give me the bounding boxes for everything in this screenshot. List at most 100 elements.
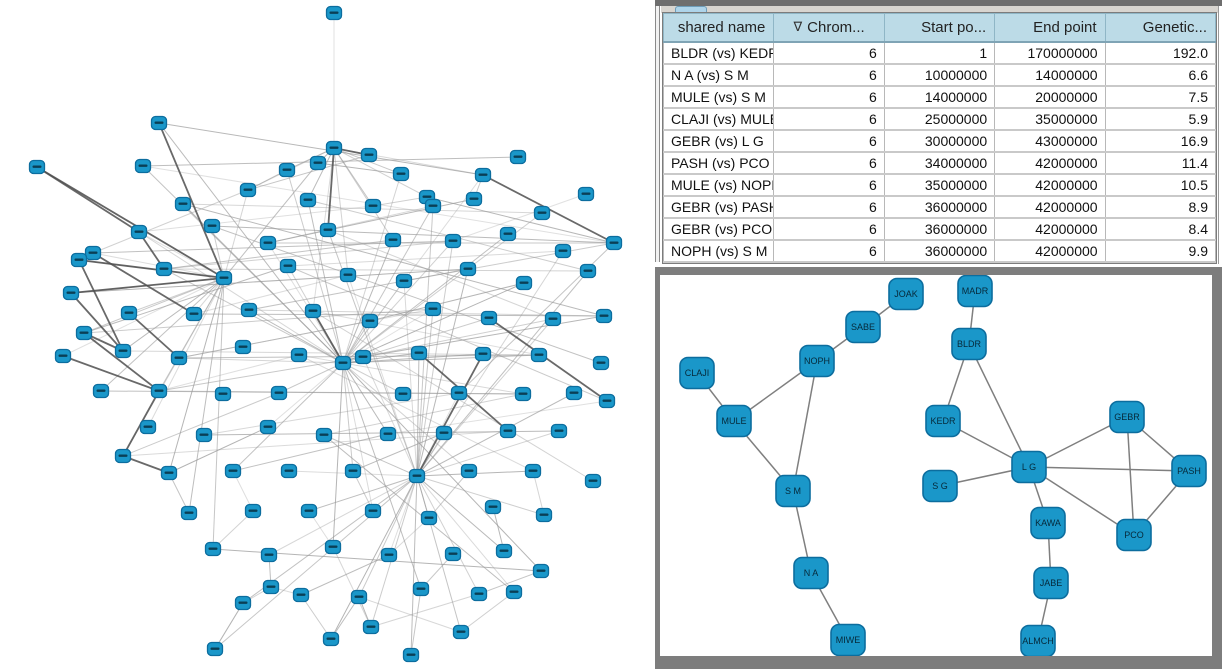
network-edge[interactable] [372, 196, 428, 207]
subnetwork-canvas[interactable]: JOAK SABE NOPH CLAJI MULE S M N A MIWE MADR BLDR K… [660, 275, 1212, 656]
network-edge[interactable] [163, 240, 454, 270]
network-node[interactable] [180, 505, 198, 521]
network-node[interactable] [495, 543, 513, 559]
network-node[interactable] [360, 147, 378, 163]
network-node[interactable] [350, 589, 368, 605]
network-node[interactable] [444, 233, 462, 249]
network-edge[interactable] [332, 362, 344, 548]
network-node[interactable] [408, 468, 426, 484]
network-edge[interactable] [403, 280, 418, 477]
network-edge[interactable] [488, 317, 608, 402]
network-node[interactable] [435, 425, 453, 441]
network-node[interactable] [334, 355, 352, 371]
network-edge[interactable] [342, 174, 484, 364]
network-edge[interactable] [83, 332, 160, 392]
network-node[interactable] [155, 261, 173, 277]
network-edge[interactable] [416, 353, 484, 477]
network-edge[interactable] [333, 147, 394, 241]
subnetwork-edge-l-g-pco[interactable] [1028, 466, 1135, 536]
network-node[interactable] [325, 140, 343, 156]
network-edge[interactable] [342, 239, 394, 364]
network-edge[interactable] [211, 225, 225, 279]
network-edge[interactable] [327, 147, 335, 231]
cell-value[interactable]: 6.6 [1105, 64, 1217, 87]
network-edge[interactable] [78, 259, 225, 279]
network-node[interactable] [392, 166, 410, 182]
cell-shared-name[interactable]: PASH (vs) PCO [662, 152, 775, 175]
network-node[interactable] [170, 350, 188, 366]
network-node[interactable] [270, 385, 288, 401]
network-node[interactable] [344, 463, 362, 479]
network-edge[interactable] [122, 350, 540, 356]
cell-value[interactable]: 42000000 [994, 174, 1106, 197]
network-edge[interactable] [342, 362, 389, 435]
cell-value[interactable]: 7.5 [1105, 86, 1217, 109]
network-node[interactable] [92, 383, 110, 399]
network-node[interactable] [224, 463, 242, 479]
network-node[interactable] [362, 619, 380, 635]
network-edge[interactable] [307, 147, 335, 201]
subnetwork-svg[interactable]: JOAK SABE NOPH CLAJI MULE S M N A MIWE MADR BLDR K… [660, 275, 1212, 656]
network-edge[interactable] [342, 362, 354, 472]
network-edge[interactable] [460, 591, 515, 633]
network-edge[interactable] [158, 122, 484, 176]
network-node[interactable] [299, 192, 317, 208]
network-node[interactable] [292, 587, 310, 603]
cell-value[interactable]: 42000000 [994, 240, 1106, 263]
network-edge[interactable] [362, 315, 605, 358]
cell-value[interactable]: 6 [773, 240, 885, 263]
subnetwork-node-s-m[interactable]: S M [775, 474, 811, 508]
network-node[interactable] [234, 595, 252, 611]
table-row[interactable]: CLAJI (vs) MULE 6 25000000 35000000 5.9 [662, 108, 1217, 131]
network-edge[interactable] [70, 292, 124, 352]
network-node[interactable] [460, 463, 478, 479]
network-edge[interactable] [300, 594, 332, 640]
cell-value[interactable]: 6 [773, 174, 885, 197]
cell-value[interactable]: 14000000 [994, 64, 1106, 87]
network-node[interactable] [459, 261, 477, 277]
cell-value[interactable]: 36000000 [884, 196, 996, 219]
subnetwork-node-bldr[interactable]: BLDR [951, 327, 987, 361]
network-node[interactable] [394, 386, 412, 402]
cell-value[interactable]: 10.5 [1105, 174, 1217, 197]
cell-value[interactable]: 6 [773, 196, 885, 219]
network-edge[interactable] [416, 205, 434, 477]
network-edge[interactable] [182, 203, 543, 214]
network-edge[interactable] [342, 362, 542, 572]
subnetwork-edge-noph-s-m[interactable] [792, 360, 818, 492]
cell-value[interactable]: 170000000 [994, 42, 1106, 65]
network-node[interactable] [499, 423, 517, 439]
cell-value[interactable]: 42000000 [994, 196, 1106, 219]
network-edge[interactable] [312, 310, 344, 364]
network-edge[interactable] [158, 354, 300, 392]
network-node[interactable] [259, 419, 277, 435]
panel-splitter[interactable] [655, 6, 660, 262]
network-node[interactable] [150, 383, 168, 399]
network-edge[interactable] [211, 225, 602, 364]
network-edge[interactable] [332, 546, 372, 628]
subnetwork-node-mule[interactable]: MULE [716, 404, 752, 438]
network-edge[interactable] [287, 250, 564, 267]
network-edge[interactable] [426, 196, 615, 244]
cell-value[interactable]: 16.9 [1105, 130, 1217, 153]
network-edge[interactable] [416, 475, 505, 552]
network-edge[interactable] [163, 268, 589, 272]
network-edge[interactable] [342, 362, 422, 590]
network-node[interactable] [474, 167, 492, 183]
network-node[interactable] [384, 232, 402, 248]
network-edge[interactable] [78, 259, 124, 352]
cell-value[interactable]: 192.0 [1105, 42, 1217, 65]
network-edge[interactable] [138, 231, 344, 364]
subnetwork-node-sabe[interactable]: SABE [845, 310, 881, 344]
network-edge[interactable] [211, 225, 615, 244]
network-edge[interactable] [342, 173, 402, 364]
network-node[interactable] [70, 252, 88, 268]
table-row[interactable]: MULE (vs) NOPH 6 35000000 42000000 10.5 [662, 174, 1217, 197]
network-edge[interactable] [342, 240, 454, 364]
network-edge[interactable] [342, 362, 524, 395]
network-edge[interactable] [388, 517, 430, 556]
network-node[interactable] [364, 503, 382, 519]
network-edge[interactable] [416, 240, 454, 477]
cell-value[interactable]: 42000000 [994, 218, 1106, 241]
network-edge[interactable] [416, 318, 554, 477]
